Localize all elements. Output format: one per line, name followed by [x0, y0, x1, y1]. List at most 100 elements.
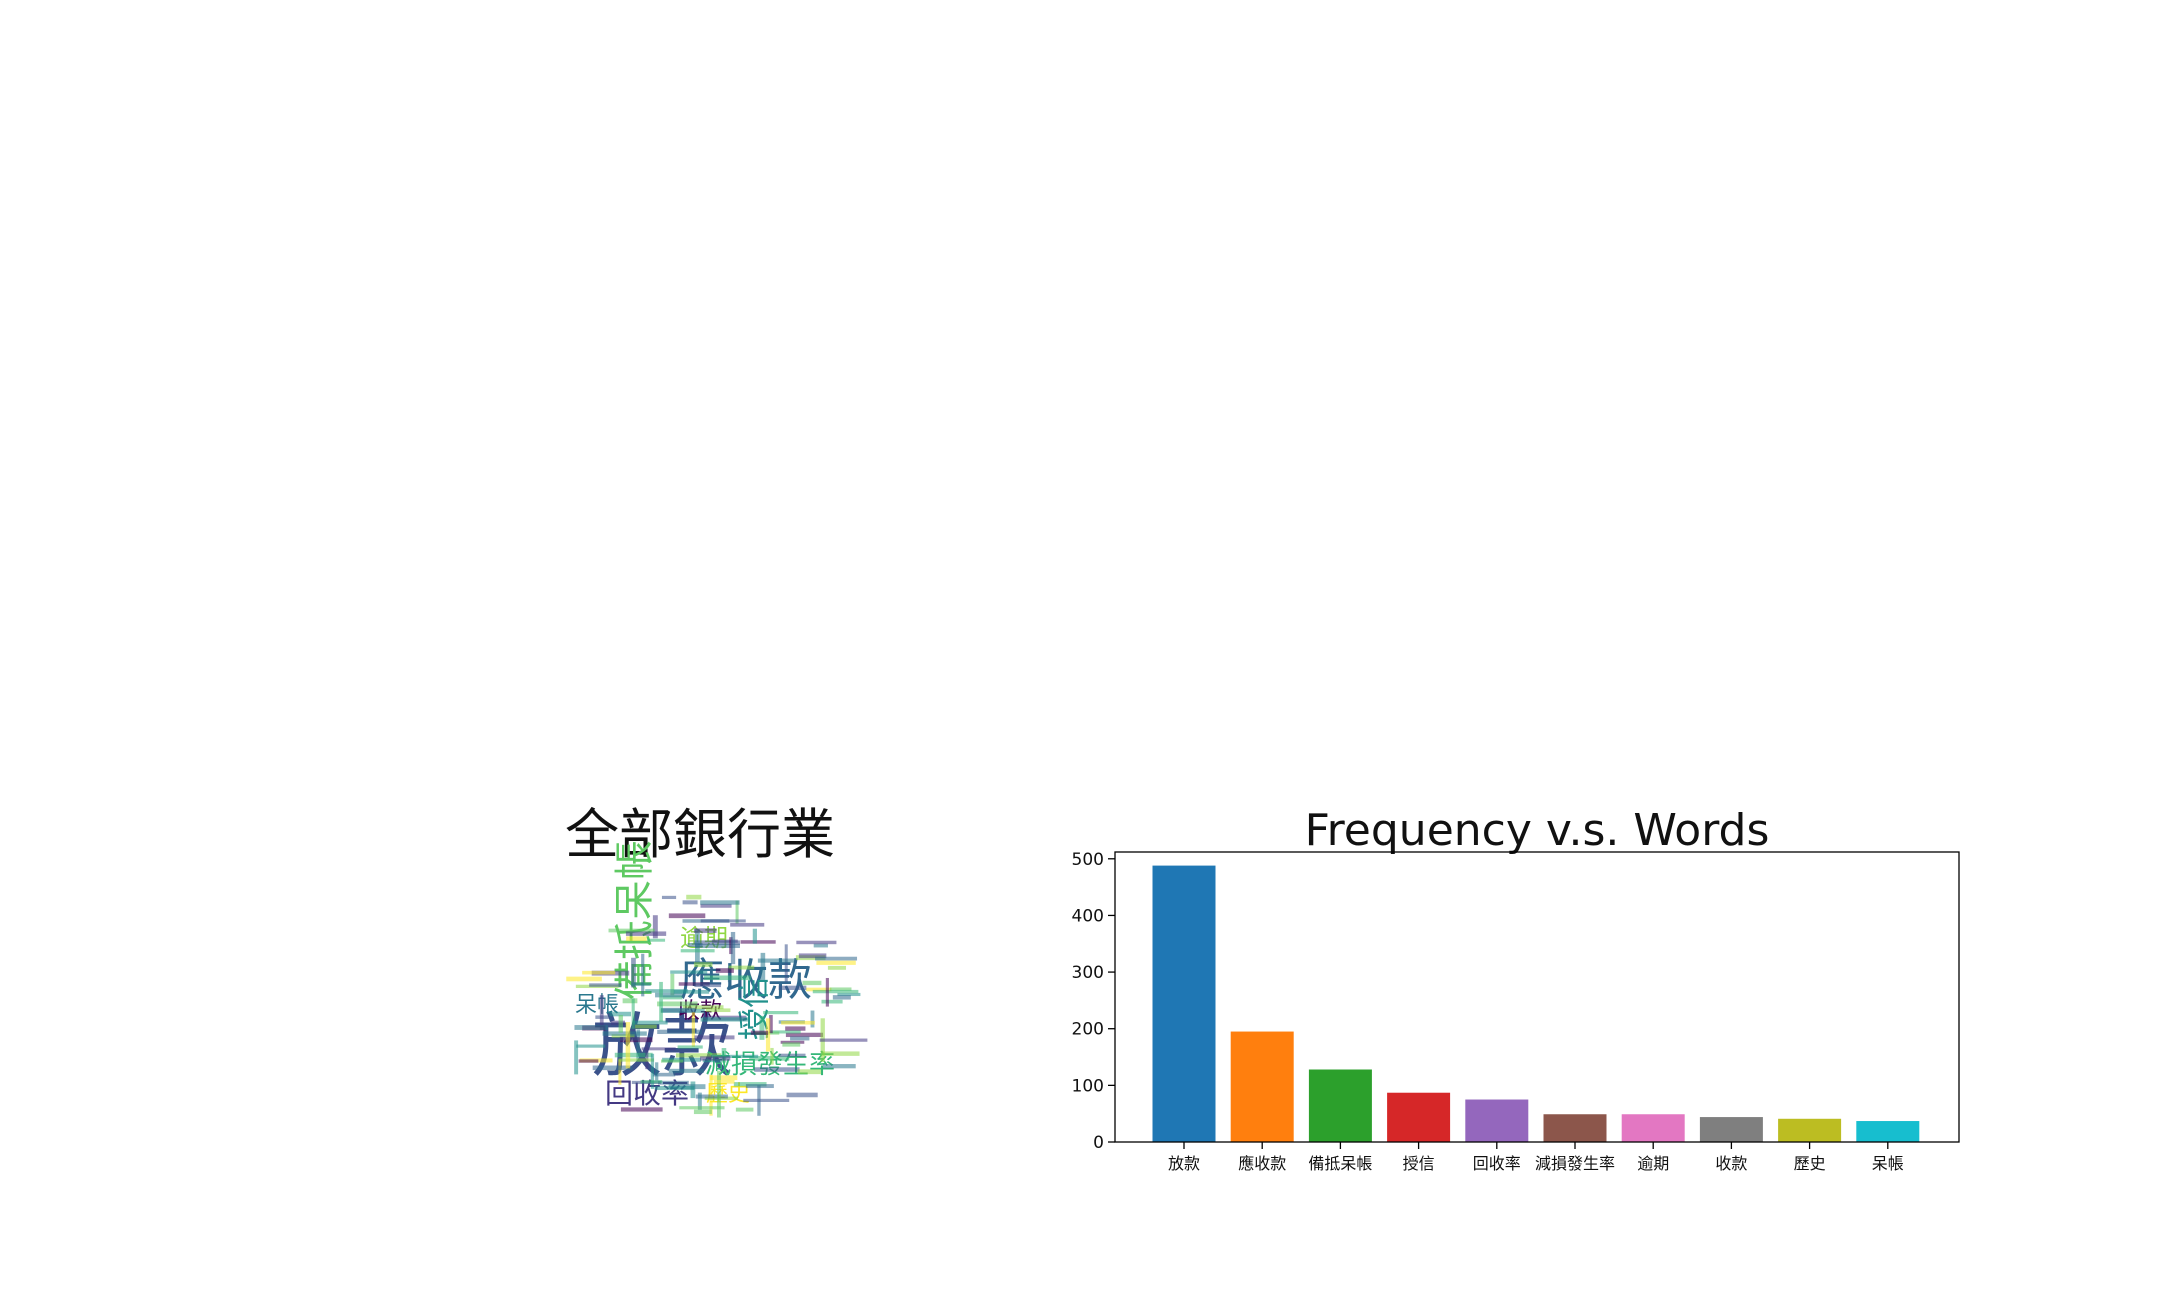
plot-frame — [1114, 851, 1960, 1143]
wordcloud-filler-word — [668, 1068, 704, 1073]
bar — [1543, 1114, 1607, 1142]
wordcloud-filler-word — [813, 943, 828, 948]
wordcloud-filler-word — [782, 1042, 801, 1047]
wordcloud-filler-word — [700, 903, 732, 908]
wordcloud-filler-word — [614, 1052, 653, 1058]
x-tick-label: 放款 — [1168, 1154, 1200, 1173]
wordcloud-filler-word — [825, 977, 829, 1007]
wordcloud-filler-word — [730, 922, 765, 927]
bar — [1621, 1114, 1685, 1142]
wordcloud-filler-word — [837, 992, 861, 997]
wordcloud-filler-word — [832, 995, 851, 1000]
wordcloud-title: 全部銀行業 — [565, 803, 835, 866]
wordcloud-filler-word — [670, 970, 708, 974]
wordcloud-filler-word — [691, 1011, 695, 1047]
wordcloud-filler-word — [661, 1059, 684, 1063]
wordcloud-filler-word — [821, 999, 843, 1004]
wordcloud-filler-word — [635, 1024, 657, 1029]
wordcloud-filler-word — [784, 944, 788, 983]
wordcloud-filler-word — [721, 1048, 727, 1063]
wordcloud-filler-word — [662, 995, 683, 1000]
wordcloud-filler-word — [578, 1059, 599, 1063]
y-tick-label: 400 — [1072, 906, 1104, 926]
wordcloud-filler-word — [693, 1109, 712, 1115]
wordcloud-filler-word — [727, 966, 732, 983]
wordcloud-filler-word — [694, 940, 740, 945]
wordcloud-filler-word — [760, 952, 766, 980]
y-tick-label: 300 — [1072, 963, 1104, 983]
wordcloud-filler-word — [757, 958, 795, 963]
wordcloud-filler-word — [754, 1067, 800, 1072]
wordcloud-filler-word — [645, 989, 688, 993]
wordcloud-filler-word — [778, 1053, 806, 1057]
x-tick-label: 減損發生率 — [1535, 1154, 1615, 1173]
wordcloud-filler-word — [693, 962, 713, 967]
wordcloud-filler-word — [641, 953, 645, 997]
wordcloud-filler-word — [595, 1015, 614, 1019]
wordcloud-filler-word — [675, 1053, 722, 1058]
wordcloud-filler-word — [700, 1017, 748, 1022]
wordcloud-filler-word — [819, 1038, 868, 1042]
wordcloud-filler-word — [822, 1051, 860, 1056]
wordcloud-filler-word — [827, 965, 847, 970]
wordcloud-filler-word — [574, 1040, 579, 1075]
wordcloud-filler-word — [700, 1056, 731, 1061]
wordcloud-filler-word — [815, 956, 858, 961]
wordcloud-filler-word — [749, 1055, 790, 1061]
x-tick-label: 呆帳 — [1872, 1154, 1904, 1173]
wordcloud-filler-word — [797, 1069, 822, 1075]
wordcloud-filler-word — [682, 1005, 724, 1010]
wordcloud-filler-word — [780, 1040, 805, 1044]
wordcloud-filler-word — [645, 1041, 649, 1070]
wordcloud-filler-word — [781, 1020, 815, 1025]
wordcloud-filler-word — [602, 1031, 647, 1036]
wordcloud-filler-word — [785, 1026, 806, 1031]
wordcloud-filler-word — [608, 928, 655, 933]
wordcloud-filler-word — [652, 915, 658, 939]
wordcloud-filler-word — [743, 1098, 790, 1102]
wordcloud-filler-word — [802, 980, 822, 986]
wordcloud-filler-word — [806, 987, 832, 992]
wordcloud-filler-word — [657, 1001, 698, 1007]
wordcloud-filler-word — [816, 960, 856, 965]
wordcloud-filler-word — [798, 953, 827, 959]
wordcloud-filler-word — [657, 1080, 689, 1085]
wordcloud-filler-word — [631, 982, 651, 986]
wordcloud-filler-word — [679, 1106, 725, 1110]
wordcloud-filler-word — [622, 998, 638, 1004]
wordcloud-filler-word — [695, 1094, 728, 1099]
wordcloud-filler-word — [687, 942, 703, 947]
wordcloud-filler-word — [778, 985, 807, 990]
wordcloud-filler-word — [668, 913, 706, 919]
wordcloud-filler-word — [640, 1080, 663, 1084]
wordcloud-filler-word — [599, 995, 604, 1030]
wordcloud-filler-word — [650, 1053, 655, 1089]
y-tick-label: 500 — [1072, 850, 1104, 870]
chart-title: Frequency v.s. Words — [1305, 805, 1770, 856]
wordcloud-filler-word — [610, 1020, 625, 1026]
wordcloud-filler-word — [620, 1107, 663, 1112]
bar — [1465, 1099, 1529, 1142]
wordcloud-filler-word — [694, 983, 721, 988]
wordcloud-filler-word — [740, 940, 776, 944]
wordcloud-filler-word — [822, 1064, 856, 1069]
y-tick-label: 100 — [1072, 1076, 1104, 1096]
wordcloud-filler-word — [647, 938, 666, 942]
wordcloud-filler-word — [693, 928, 717, 933]
wordcloud-filler-word — [705, 1008, 731, 1013]
wordcloud-filler-word — [713, 1080, 735, 1084]
wordcloud-filler-word — [700, 900, 740, 905]
wordcloud-filler-word — [704, 975, 751, 981]
wordcloud-filler-word — [715, 968, 734, 973]
wordcloud-filler-word — [710, 1075, 738, 1081]
bar — [1308, 1069, 1372, 1142]
bar — [1778, 1118, 1842, 1142]
wordcloud-filler-word — [660, 1007, 696, 1013]
wordcloud-filler-word — [752, 928, 757, 944]
wordcloud-filler-word — [657, 1029, 702, 1035]
wordcloud-filler-word — [654, 1085, 695, 1091]
wordcloud-filler-word — [686, 894, 702, 900]
wordcloud-filler-word — [625, 931, 667, 936]
wordcloud-filler-word — [735, 900, 739, 924]
wordcloud-filler-word — [670, 973, 675, 996]
